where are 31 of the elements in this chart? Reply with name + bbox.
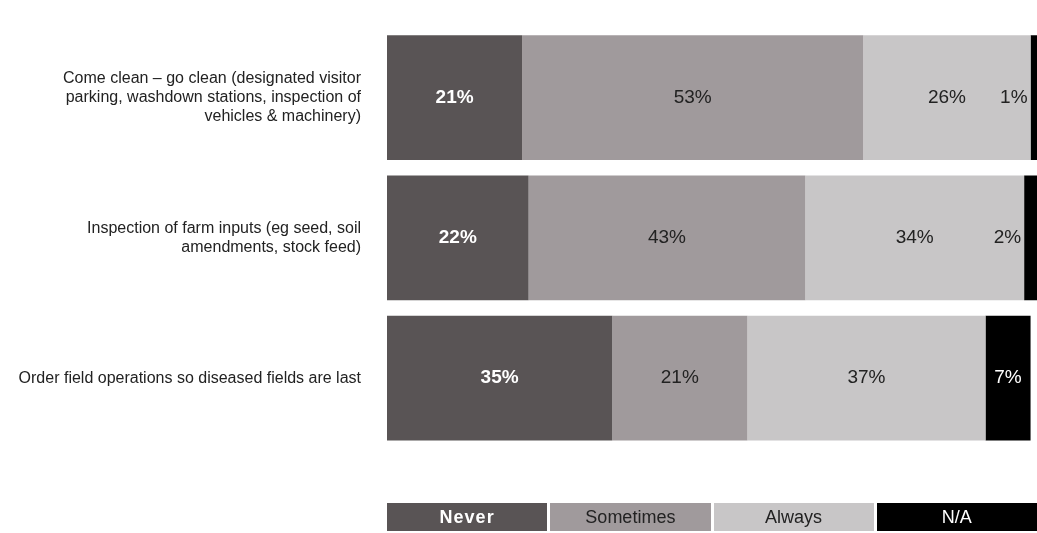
bar [612, 315, 748, 441]
text: N/A [941, 506, 972, 528]
data-label: 1% [1000, 85, 1028, 107]
bar [1024, 175, 1037, 301]
bar [1030, 35, 1037, 161]
bar [528, 175, 806, 301]
bar [387, 35, 523, 161]
data-label: 21% [435, 85, 474, 107]
text: Sometimes [585, 506, 676, 528]
text: Never [439, 506, 495, 528]
y-tick-label: Come clean – go clean (designated visitor parking, washdown stations, inspection of vehicles & machinery) [63, 68, 362, 125]
data-label: 43% [647, 226, 687, 248]
data-label: 2% [993, 226, 1022, 248]
data-label: 34% [895, 226, 934, 248]
data-label: 22% [438, 226, 477, 248]
text: Always [765, 506, 823, 528]
bar [747, 315, 986, 441]
y-tick-label: Inspection of farm inputs (eg seed, soil amendments, stock feed) [87, 218, 361, 255]
bar [522, 35, 864, 161]
bar [863, 35, 1031, 161]
y-tick-label: Order field operations so diseased fields are last [18, 368, 362, 386]
data-label: 21% [660, 366, 699, 388]
data-label: 53% [673, 85, 712, 107]
bar [985, 315, 1031, 441]
data-label: 37% [847, 366, 886, 388]
bar [805, 175, 1025, 301]
data-label: 7% [994, 366, 1022, 388]
bar [387, 315, 613, 441]
data-label: 26% [927, 85, 967, 107]
bar [387, 175, 529, 301]
data-label: 35% [480, 366, 519, 388]
